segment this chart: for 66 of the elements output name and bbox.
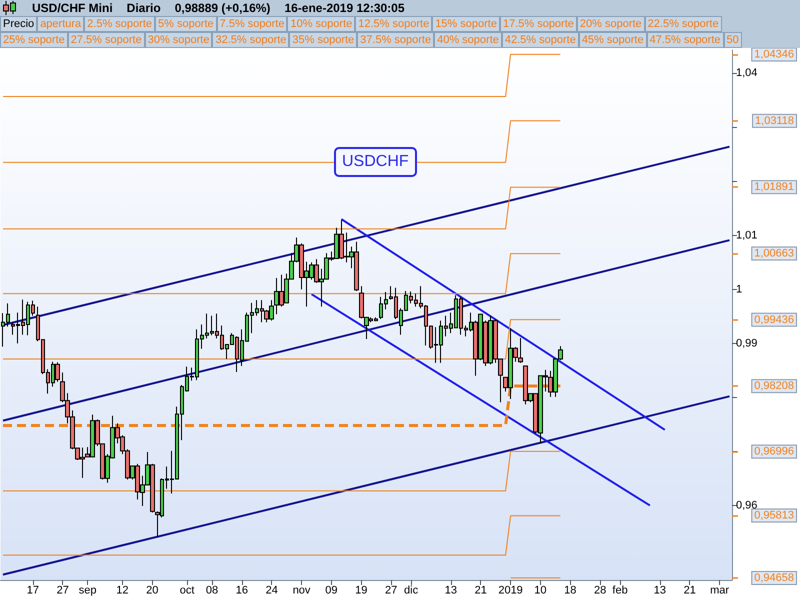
- text: 22.5% soporte: [644, 16, 722, 32]
- candlestick: [55, 362, 60, 382]
- x-tick-label: 21: [684, 584, 696, 596]
- x-tick-label: 18: [564, 584, 576, 596]
- annotation: USDCHF: [334, 147, 417, 177]
- text: 0,98889 (+0,16%): [174, 1, 270, 15]
- y-tick-label: 0,99: [736, 337, 758, 350]
- text: 5% soporte: [155, 16, 217, 32]
- y-tick-label: 1,04: [736, 67, 758, 80]
- text: 37.5% soporte: [357, 32, 434, 48]
- text: Precio: [0, 16, 38, 32]
- y2-tick-label: 0,94658: [754, 572, 794, 584]
- text: 7.5% soporte: [216, 16, 288, 32]
- text: 50: [724, 32, 742, 48]
- x-tick-label: 28: [594, 584, 606, 596]
- x-tick-label: 13: [444, 584, 457, 596]
- text: 12.5% soporte: [355, 16, 432, 32]
- y-tick-label: 1,01: [736, 229, 758, 242]
- text: 17.5% soporte: [500, 16, 577, 32]
- x-tick-label: feb: [612, 584, 628, 596]
- y2-tick-label: 0,98208: [754, 380, 794, 392]
- x-tick-label: 27: [385, 584, 398, 596]
- x-tick-label: sep: [78, 584, 96, 596]
- y-tick-label: 1: [736, 283, 742, 296]
- y2-tick-label: 0,96996: [754, 446, 794, 458]
- x-tick-label: 10: [534, 584, 547, 596]
- text: 15% soporte: [432, 16, 500, 32]
- text: 45% soporte: [578, 32, 647, 48]
- text: 2.5% soporte: [84, 16, 155, 32]
- x-tick-label: 19: [355, 584, 368, 596]
- text: apertura: [37, 16, 84, 32]
- x-tick-label: 21: [474, 584, 487, 596]
- y2-tick-label: 0,99436: [754, 314, 794, 326]
- text: 20% soporte: [576, 16, 645, 32]
- text: 25% soporte: [0, 32, 68, 48]
- x-tick-label: 08: [206, 584, 218, 596]
- x-tick-label: 2019: [498, 584, 523, 596]
- text: 42.5% soporte: [502, 32, 579, 48]
- text: 30% soporte: [144, 32, 212, 48]
- y2-tick-label: 0,95813: [754, 510, 794, 522]
- y2-tick-label: 1,00663: [754, 248, 794, 260]
- text: 16-ene-2019 12:30:05: [284, 1, 405, 15]
- x-tick-label: 17: [26, 584, 39, 596]
- x-tick-label: 09: [325, 584, 338, 596]
- x-tick-label: 27: [56, 584, 69, 596]
- x-tick-label: 20: [146, 584, 158, 596]
- text: 40% soporte: [434, 32, 502, 48]
- text: 27.5% soporte: [68, 32, 145, 48]
- x-tick-label: 12: [116, 584, 129, 596]
- x-tick-label: oct: [180, 584, 194, 596]
- text: 35% soporte: [289, 32, 358, 48]
- x-tick-label: 13: [654, 584, 666, 596]
- x-tick-label: mar: [710, 584, 730, 596]
- y-tick-label: 0,96: [736, 499, 758, 512]
- y2-tick-label: 1,03118: [755, 114, 794, 127]
- x-tick-label: dic: [404, 584, 419, 596]
- y2-tick-label: 1,01891: [754, 181, 794, 194]
- x-tick-label: 24: [266, 584, 278, 596]
- chart-subtitle: Diario: [126, 1, 161, 15]
- x-tick-label: 16: [236, 584, 248, 596]
- text: 10% soporte: [287, 16, 356, 32]
- chart-title: USD/CHF Mini: [32, 1, 113, 15]
- text: 32.5% soporte: [212, 32, 290, 48]
- y2-tick-label: 1,04346: [754, 48, 794, 61]
- text: 47.5% soporte: [646, 32, 724, 48]
- x-tick-label: nov: [292, 584, 311, 596]
